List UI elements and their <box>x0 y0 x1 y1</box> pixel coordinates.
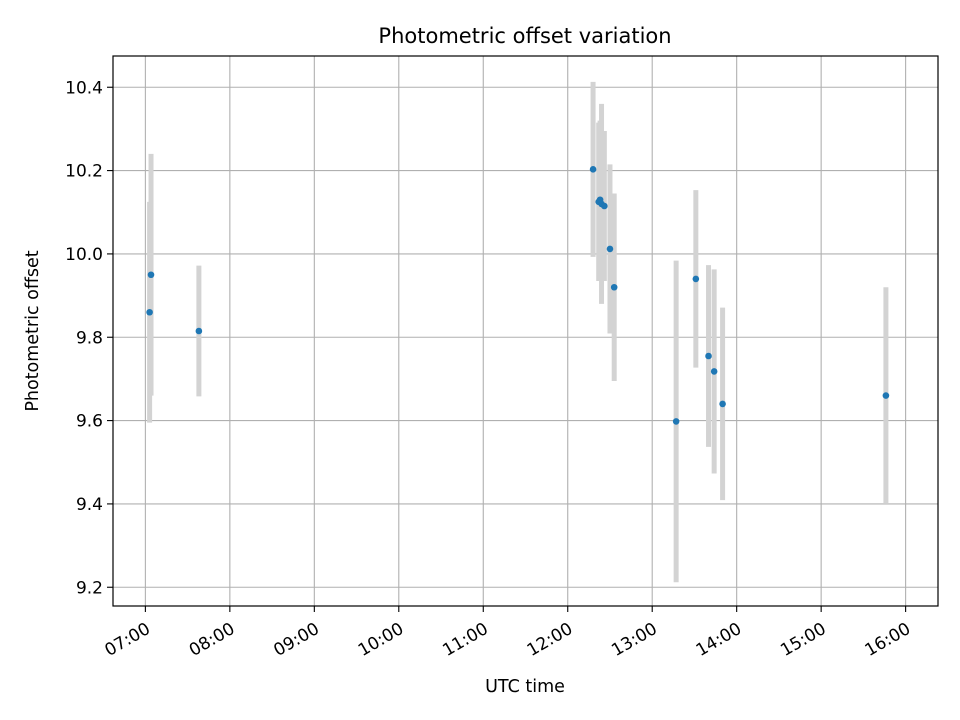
data-point <box>882 392 890 399</box>
plot-frame <box>112 55 939 607</box>
x-axis-label: UTC time <box>485 677 565 697</box>
y-tick-label: 9.4 <box>76 495 103 515</box>
data-point <box>601 202 608 210</box>
data-point <box>147 271 155 279</box>
data-points <box>146 166 890 425</box>
data-point <box>719 400 726 408</box>
grid <box>113 56 938 606</box>
data-point <box>606 245 614 253</box>
y-tick-label: 9.8 <box>76 328 103 348</box>
y-axis-ticks: 9.2 9.4 9.6 9.8 10.0 10.2 10.4 <box>65 78 113 598</box>
data-point <box>672 418 680 425</box>
y-tick-label: 9.6 <box>76 412 103 432</box>
data-point <box>692 275 700 283</box>
y-tick-label: 9.2 <box>76 578 103 598</box>
y-tick-label: 10.4 <box>65 78 103 98</box>
data-point <box>710 368 718 375</box>
data-point <box>610 283 618 291</box>
data-point <box>195 327 203 335</box>
data-point <box>589 166 597 173</box>
data-point <box>146 308 153 316</box>
chart-title: Photometric offset variation <box>378 24 671 48</box>
y-tick-label: 10.0 <box>65 245 103 265</box>
data-point <box>705 352 712 360</box>
y-axis-label: Photometric offset <box>23 250 43 411</box>
y-tick-label: 10.2 <box>65 162 103 182</box>
